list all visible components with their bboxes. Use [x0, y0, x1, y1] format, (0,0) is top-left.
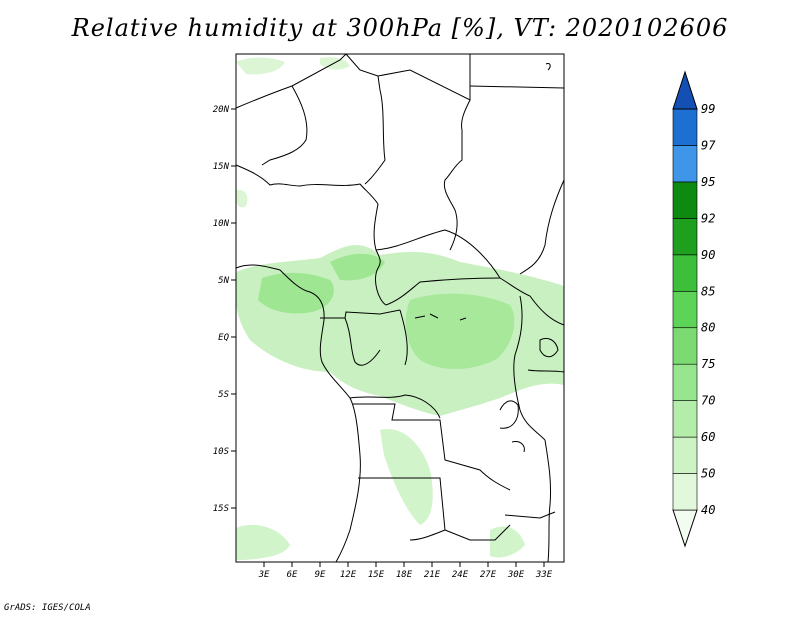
border-angola-zambia [352, 403, 511, 491]
lat-label-5n: 5N [218, 276, 229, 286]
chart-title: Relative humidity at 300hPa [%], VT: 202… [71, 14, 729, 42]
border-uganda-kenya [529, 295, 565, 326]
colorbar-labels: 40 50 60 70 75 80 85 90 92 95 97 99 [701, 102, 716, 517]
colorbar-label: 75 [701, 357, 715, 371]
colorbar-cell [672, 436, 698, 474]
humidity-region-core-east [405, 293, 515, 369]
colorbar: 40 50 60 70 75 80 85 90 92 95 97 99 [672, 70, 716, 548]
colorbar-label: 50 [701, 467, 715, 481]
colorbar-cell [672, 290, 698, 329]
colorbar-label: 92 [701, 211, 715, 225]
lon-label-30e: 30E [507, 570, 525, 580]
colorbar-label: 60 [701, 430, 715, 444]
lon-label-3e: 3E [258, 570, 270, 580]
border-sahel [235, 164, 379, 205]
colorbar-label: 80 [701, 321, 715, 335]
humidity-patch-se [490, 526, 525, 558]
lon-label-24e: 24E [452, 570, 469, 580]
colorbar-cell [672, 108, 698, 146]
lon-label-33e: 33E [535, 570, 553, 580]
colorbar-label: 40 [701, 503, 715, 517]
lat-label-eq: EQ [218, 333, 229, 343]
lon-label-21e: 21E [424, 570, 441, 580]
colorbar-cell [672, 218, 698, 256]
colorbar-label: 97 [701, 138, 716, 152]
border-cameroon-chad [373, 203, 387, 306]
coast-red-sea [545, 63, 551, 71]
humidity-region-core-north [330, 253, 385, 281]
border-ethiopia [519, 179, 565, 275]
humidity-field [236, 57, 564, 560]
border-great-lakes [513, 295, 546, 441]
colorbar-cells [672, 108, 698, 511]
lake-tanganyika [499, 400, 519, 429]
lon-label-18e: 18E [396, 570, 413, 580]
humidity-patch-sw [236, 524, 290, 560]
border-botswana [444, 524, 511, 541]
border-niger-mali [261, 85, 308, 166]
colorbar-cell [672, 145, 698, 183]
colorbar-label: 85 [701, 284, 715, 298]
lat-axis: 20N 15N 10N 5N EQ 5S 10S 15S [213, 105, 236, 514]
colorbar-label: 70 [701, 394, 715, 408]
colorbar-label: 95 [701, 175, 715, 189]
colorbar-cell [672, 327, 698, 365]
border-malawi-moz [544, 439, 552, 563]
colorbar-cell [672, 363, 698, 401]
map-frame [235, 53, 565, 563]
lon-label-9e: 9E [315, 570, 326, 580]
border-car-south [385, 277, 501, 306]
colorbar-cell [672, 473, 698, 511]
atlantic-coastline [235, 264, 361, 563]
lon-label-15e: 15E [368, 570, 385, 580]
border-congo-drc [399, 309, 408, 366]
border-sudan-chad [443, 99, 471, 251]
border-gabon-north [320, 309, 401, 319]
colorbar-cell [672, 254, 698, 292]
river-congo-segments [414, 313, 467, 321]
border-libya-chad [345, 53, 386, 185]
footer-credit: GrADS: IGES/COLA [4, 603, 91, 613]
colorbar-top-triangle [672, 70, 698, 110]
border-egypt-sudan [469, 85, 565, 89]
border-car-north [375, 229, 531, 297]
lake-victoria [539, 337, 559, 358]
border-drc-angola [349, 394, 441, 419]
border-libya-egypt [377, 54, 471, 101]
border-tanzania [527, 369, 565, 373]
colorbar-bottom-triangle [672, 509, 698, 548]
lat-label-15n: 15N [213, 162, 230, 172]
colorbar-cell [672, 181, 698, 219]
humidity-patch-west-coast [236, 189, 248, 208]
lon-label-27e: 27E [480, 570, 497, 580]
lat-label-10n: 10N [213, 219, 230, 229]
border-zimbabwe [504, 511, 556, 519]
colorbar-label: 99 [701, 102, 715, 116]
lat-label-15s: 15S [213, 504, 230, 514]
lon-label-6e: 6E [287, 570, 298, 580]
humidity-region-core-west [258, 272, 334, 314]
lat-label-20n: 20N [213, 105, 230, 115]
humidity-patch-angola [380, 429, 433, 525]
lake-mweru [511, 441, 525, 453]
lon-axis: 3E 6E 9E 12E 15E 18E 21E 24E 27E 30E 33E [258, 562, 553, 580]
lat-label-10s: 10S [213, 447, 230, 457]
colorbar-label: 90 [701, 248, 715, 262]
humidity-patch-nw [236, 57, 285, 75]
lon-label-12e: 12E [340, 570, 357, 580]
lat-label-5s: 5S [218, 390, 229, 400]
border-gabon-congo [344, 317, 381, 366]
colorbar-cell [672, 400, 698, 438]
